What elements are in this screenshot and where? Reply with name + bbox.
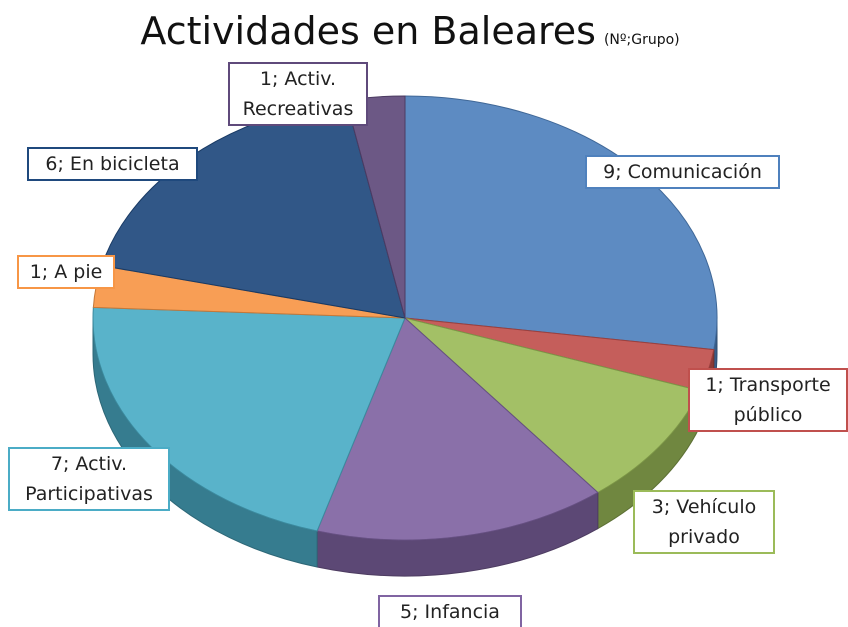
chart-title: Actividades en Baleares [140, 9, 596, 53]
data-label: 1; A pie [17, 255, 115, 289]
slice [92, 306, 406, 532]
data-label: 7; Activ. Participativas [8, 447, 170, 511]
slice [316, 317, 599, 541]
data-label: 1; Transporte público [688, 368, 848, 432]
data-label: 9; Comunicación [585, 155, 780, 189]
data-label: 6; En bicicleta [27, 147, 198, 181]
chart-subtitle: (Nº;Grupo) [604, 32, 680, 48]
slice [404, 95, 718, 351]
data-label: 1; Activ. Recreativas [228, 62, 368, 126]
chart-title-group: Actividades en Baleares (Nº;Grupo) [140, 9, 679, 53]
data-label: 3; Vehículo privado [633, 490, 775, 554]
data-label: 5; Infancia [378, 595, 522, 627]
